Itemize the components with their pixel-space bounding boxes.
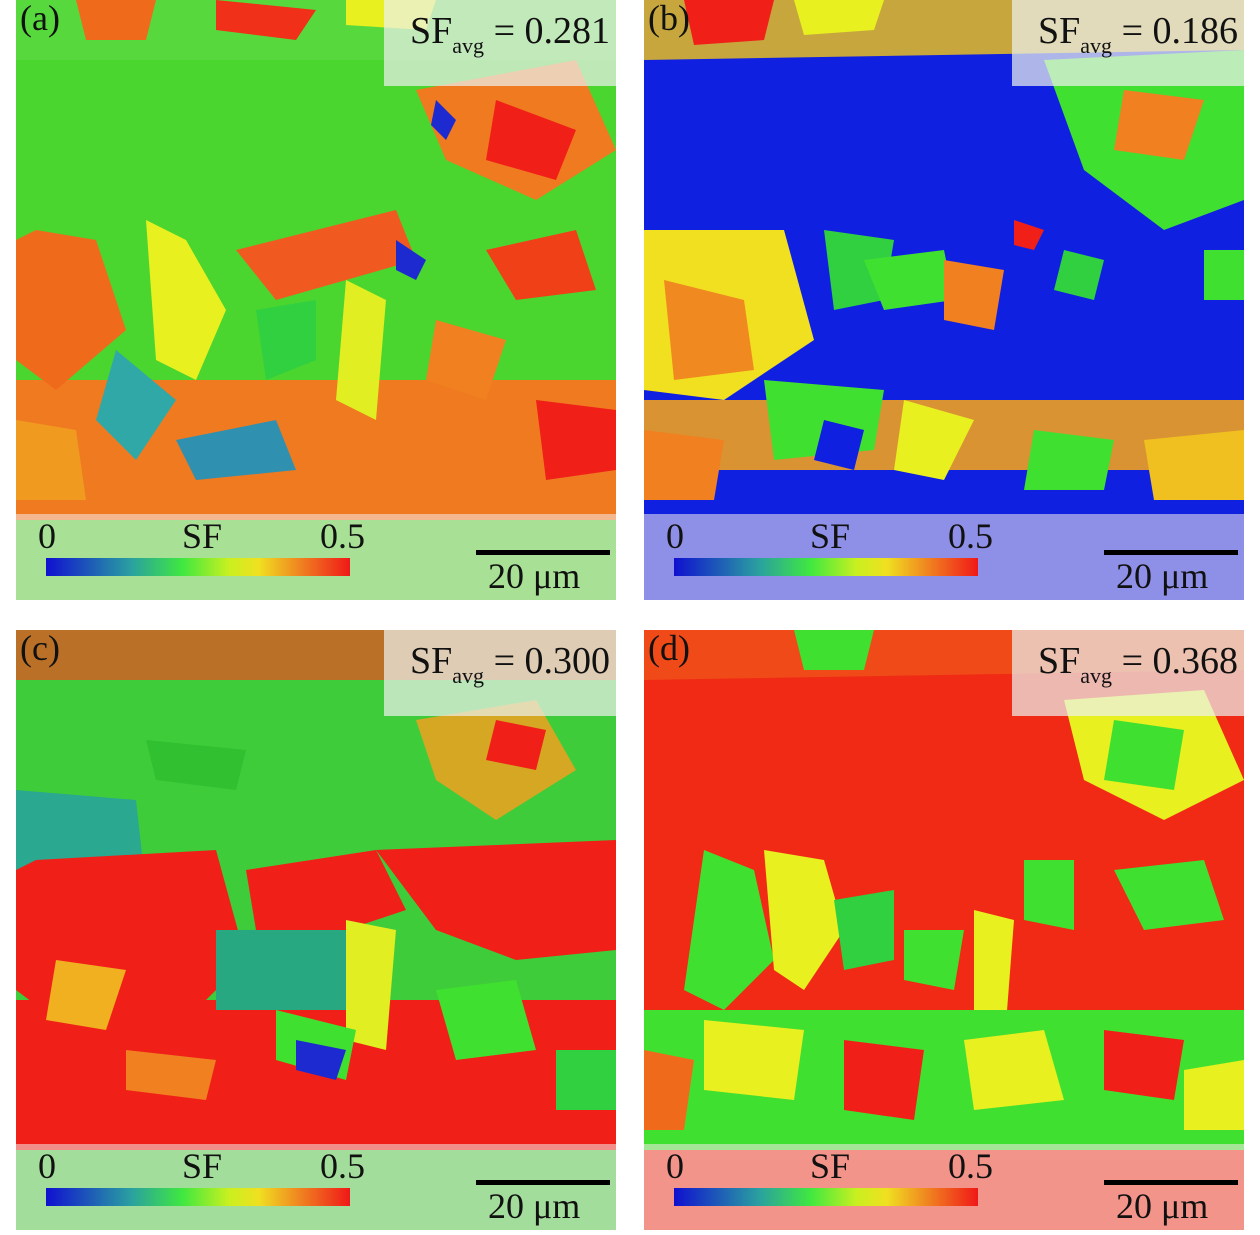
scale-bar-label: 20 μm bbox=[488, 556, 581, 596]
colorbar-min-label: 0 bbox=[38, 516, 56, 556]
scale-bar-label: 20 μm bbox=[488, 1186, 581, 1226]
colorbar-gradient bbox=[674, 1188, 978, 1206]
colorbar-gradient bbox=[674, 558, 978, 576]
sf-average-box: SFavg = 0.281 bbox=[384, 0, 616, 86]
colorbar-min-label: 0 bbox=[666, 516, 684, 556]
sf-map-c bbox=[16, 630, 616, 1230]
scale-bar bbox=[1104, 550, 1238, 555]
panel-label: (b) bbox=[648, 0, 690, 38]
panel-c: (c) SFavg = 0.300 0 SF 0.5 20 μm bbox=[16, 630, 616, 1230]
sf-map-b bbox=[644, 0, 1244, 600]
sf-map-a bbox=[16, 0, 616, 600]
sf-average-label: SFavg = 0.368 bbox=[1038, 640, 1238, 688]
colorbar-max-label: 0.5 bbox=[320, 1146, 365, 1186]
panel-label: (d) bbox=[648, 630, 690, 668]
panel-label: (c) bbox=[20, 630, 60, 668]
sf-average-box: SFavg = 0.186 bbox=[1012, 0, 1244, 86]
legend-strip: 0 SF 0.5 20 μm bbox=[644, 1144, 1244, 1230]
scale-bar bbox=[1104, 1180, 1238, 1185]
colorbar-max-label: 0.5 bbox=[948, 1146, 993, 1186]
scale-bar bbox=[476, 550, 610, 555]
colorbar-title: SF bbox=[810, 516, 851, 556]
panel-a: (a) SFavg = 0.281 0 SF 0.5 20 μm bbox=[16, 0, 616, 600]
scale-bar-label: 20 μm bbox=[1116, 556, 1209, 596]
panel-b: (b) SFavg = 0.186 0 SF 0.5 20 μm bbox=[644, 0, 1244, 600]
legend-strip: 0 SF 0.5 20 μm bbox=[16, 1144, 616, 1230]
legend-strip: 0 SF 0.5 20 μm bbox=[644, 514, 1244, 600]
sf-map-d bbox=[644, 630, 1244, 1230]
sf-average-box: SFavg = 0.300 bbox=[384, 630, 616, 716]
legend-strip: 0 SF 0.5 20 μm bbox=[16, 514, 616, 600]
sf-average-box: SFavg = 0.368 bbox=[1012, 630, 1244, 716]
colorbar-min-label: 0 bbox=[38, 1146, 56, 1186]
sf-average-label: SFavg = 0.186 bbox=[1038, 10, 1238, 58]
sf-average-label: SFavg = 0.281 bbox=[410, 10, 610, 58]
colorbar-title: SF bbox=[810, 1146, 851, 1186]
scale-bar bbox=[476, 1180, 610, 1185]
panel-d: (d) SFavg = 0.368 0 SF 0.5 20 μm bbox=[644, 630, 1244, 1230]
colorbar-gradient bbox=[46, 1188, 350, 1206]
colorbar-min-label: 0 bbox=[666, 1146, 684, 1186]
colorbar-title: SF bbox=[182, 1146, 223, 1186]
colorbar-max-label: 0.5 bbox=[948, 516, 993, 556]
colorbar-gradient bbox=[46, 558, 350, 576]
colorbar-max-label: 0.5 bbox=[320, 516, 365, 556]
colorbar-title: SF bbox=[182, 516, 223, 556]
sf-average-label: SFavg = 0.300 bbox=[410, 640, 610, 688]
scale-bar-label: 20 μm bbox=[1116, 1186, 1209, 1226]
panel-label: (a) bbox=[20, 0, 60, 38]
